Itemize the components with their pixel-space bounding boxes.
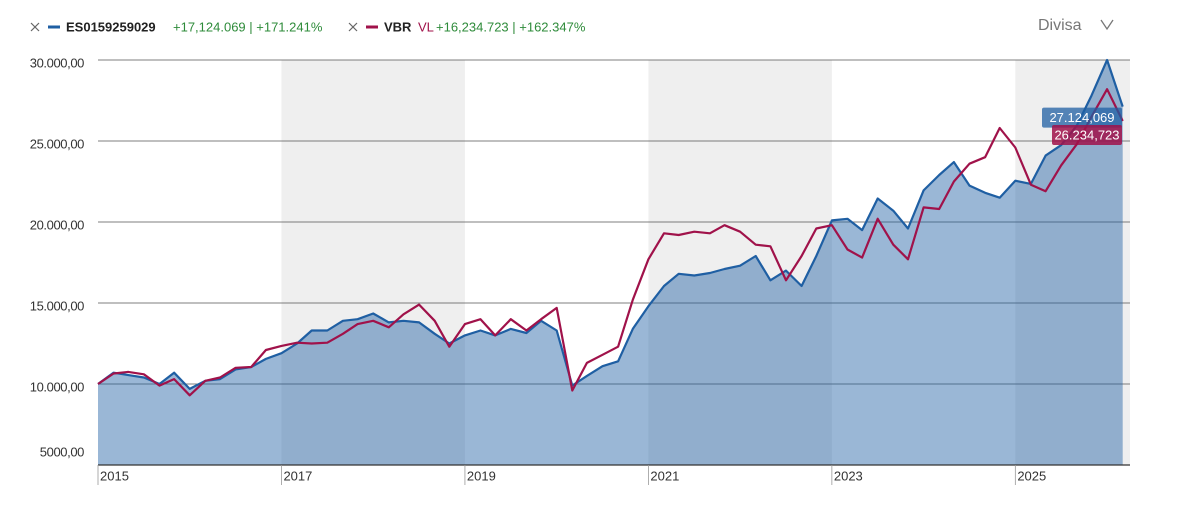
y-tick-label: 10.000,00 [30, 379, 84, 394]
plot-area: 5000,00 10.000,00 15.000,00 20.000,00 25.000… [30, 55, 1130, 485]
y-tick-label: 5000,00 [40, 444, 84, 459]
y-tick-label: 30.000,00 [30, 55, 84, 70]
change-label: +16,234.723 | +162.347% [436, 19, 586, 34]
legend-label[interactable]: ES0159259029 [66, 19, 156, 34]
currency-selector[interactable]: Divisa [1038, 17, 1114, 34]
y-tick-label: 25.000,00 [30, 136, 84, 151]
period-band [281, 60, 465, 465]
period-band [648, 60, 832, 465]
change-label: +17,124.069 | +171.241% [173, 19, 323, 34]
remove-series-icon[interactable] [348, 22, 358, 32]
end-label: 26.234,723 [1054, 127, 1119, 142]
x-tick-label: 2019 [467, 468, 496, 483]
end-label-bg [1042, 107, 1122, 128]
end-label-bg [1052, 124, 1122, 145]
x-tick-label: 2021 [650, 468, 679, 483]
x-tick-label: 2025 [1017, 468, 1046, 483]
remove-series-icon[interactable] [30, 22, 40, 32]
y-tick-label: 15.000,00 [30, 298, 84, 313]
x-tick-label: 2015 [100, 468, 129, 483]
legend-label[interactable]: VBR [384, 19, 412, 34]
y-tick-label: 20.000,00 [30, 217, 84, 232]
line [97, 58, 1124, 390]
x-tick-label: 2023 [834, 468, 863, 483]
series-tag: VL [418, 19, 434, 34]
chevron-icon[interactable] [1100, 19, 1114, 31]
area [98, 60, 1123, 465]
currency-label[interactable]: Divisa [1038, 17, 1082, 34]
line [97, 88, 1124, 397]
x-tick-label: 2017 [283, 468, 312, 483]
end-label: 27.124,069 [1049, 110, 1114, 125]
legend: ES0159259029 +17,124.069 | +171.241% VBR… [30, 19, 586, 34]
